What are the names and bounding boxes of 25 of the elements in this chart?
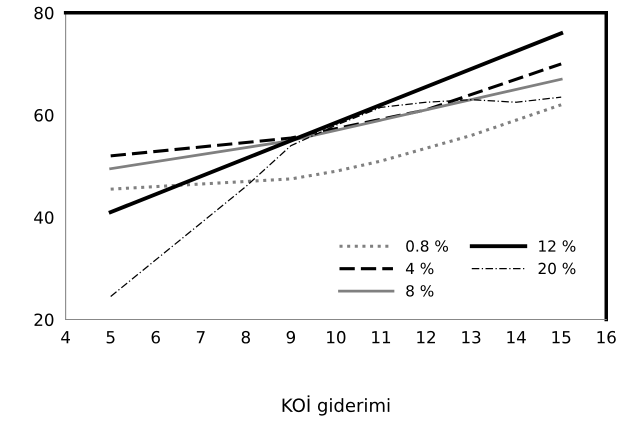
x-tick-label: 14 [507, 331, 526, 344]
x-tick-label: 15 [552, 331, 570, 344]
legend-label: 4 % [406, 262, 434, 274]
x-axis-title: KOİ giderimi [282, 395, 390, 416]
x-tick-label: 11 [372, 331, 390, 344]
y-tick-label: 40 [34, 211, 54, 224]
legend-label: 12 % [539, 240, 576, 252]
legend-label: 0.8 % [406, 240, 448, 252]
line-series [109, 103, 563, 191]
x-tick-label: 12 [417, 330, 435, 344]
x-tick-label: 5 [106, 331, 115, 344]
line-series [109, 78, 563, 170]
x-tick-label: 16 [597, 330, 616, 344]
x-tick-label: 7 [196, 331, 205, 344]
x-tick-label: 13 [462, 330, 480, 344]
legend-label: 20 % [538, 262, 576, 274]
x-tick-label: 9 [286, 330, 296, 344]
y-tick-label: 20 [34, 313, 54, 326]
y-tick-label: 80 [34, 6, 54, 20]
x-tick-label: 10 [327, 330, 346, 344]
legend-label: 8 % [406, 285, 434, 297]
x-tick-label: 6 [152, 330, 160, 344]
x-tick-label: 8 [242, 330, 250, 344]
x-tick-label: 4 [61, 331, 70, 344]
y-tick-label: 60 [34, 108, 54, 122]
